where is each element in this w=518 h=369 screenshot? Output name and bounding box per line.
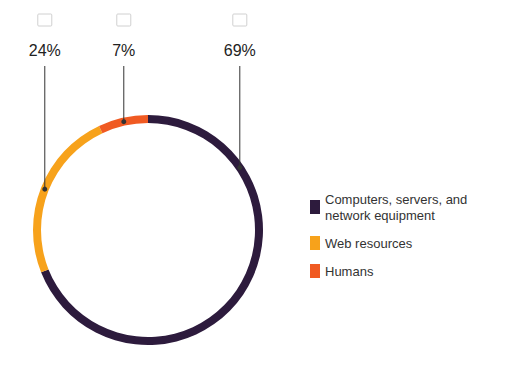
svg-text:24%: 24%	[29, 42, 61, 59]
svg-text:69%: 69%	[224, 42, 256, 59]
svg-text:Web resources: Web resources	[325, 236, 413, 251]
svg-text:Computers, servers, and: Computers, servers, and	[325, 192, 471, 207]
svg-text:Humans: Humans	[325, 264, 374, 279]
svg-text:network equipment: network equipment	[325, 208, 435, 223]
svg-text:7%: 7%	[112, 42, 135, 59]
